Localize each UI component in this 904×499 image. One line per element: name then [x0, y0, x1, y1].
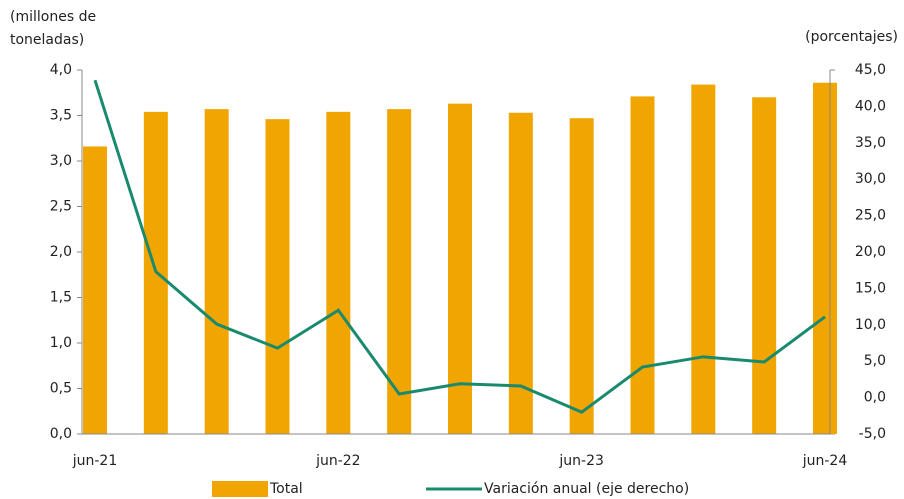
bar: [630, 96, 655, 434]
bar: [83, 146, 107, 434]
y-axis-label: toneladas): [10, 32, 84, 48]
bar: [752, 97, 777, 435]
y2-axis-label: (porcentajes): [805, 29, 898, 45]
legend-label: Variación anual (eje derecho): [484, 481, 689, 497]
y-tick-label: 2,5: [50, 199, 72, 215]
bar: [813, 82, 837, 435]
bar: [448, 103, 472, 435]
y2-tick-label: 5,0: [864, 353, 886, 369]
bar: [508, 112, 533, 435]
y-tick-label: 0,5: [50, 381, 72, 397]
y-axis-label: (millones de: [10, 9, 96, 25]
y2-tick-label: 40,0: [855, 98, 886, 114]
y-tick-label: 1,5: [50, 290, 72, 306]
y-tick-label: 1,0: [50, 335, 72, 351]
bar: [691, 84, 716, 434]
y-tick-label: 3,0: [50, 153, 72, 169]
bar: [569, 118, 594, 434]
y-tick-label: 2,0: [50, 244, 72, 260]
y2-tick-label: 25,0: [855, 208, 886, 224]
y-tick-label: 4,0: [50, 62, 72, 78]
x-tick-label: jun-24: [802, 453, 848, 469]
y-tick-label: 3,5: [50, 108, 72, 124]
y2-tick-label: 30,0: [855, 171, 886, 187]
y2-tick-label: 10,0: [855, 317, 886, 333]
legend-label: Total: [269, 481, 303, 497]
y2-tick-label: 15,0: [855, 280, 886, 296]
y2-tick-label: 35,0: [855, 135, 886, 151]
y2-tick-label: 20,0: [855, 244, 886, 260]
bar: [387, 109, 412, 434]
y2-tick-label: 45,0: [855, 62, 886, 78]
y2-tick-label: 0,0: [864, 390, 886, 406]
bar: [326, 111, 351, 435]
legend-swatch: [212, 481, 268, 497]
y2-tick-label: -5,0: [859, 426, 886, 442]
bar: [265, 119, 290, 434]
bar: [204, 109, 229, 434]
x-tick-label: jun-21: [72, 453, 118, 469]
x-tick-label: jun-22: [315, 453, 361, 469]
x-tick-label: jun-23: [558, 453, 604, 469]
y-tick-label: 0,0: [50, 426, 72, 442]
line-series: [93, 79, 826, 414]
